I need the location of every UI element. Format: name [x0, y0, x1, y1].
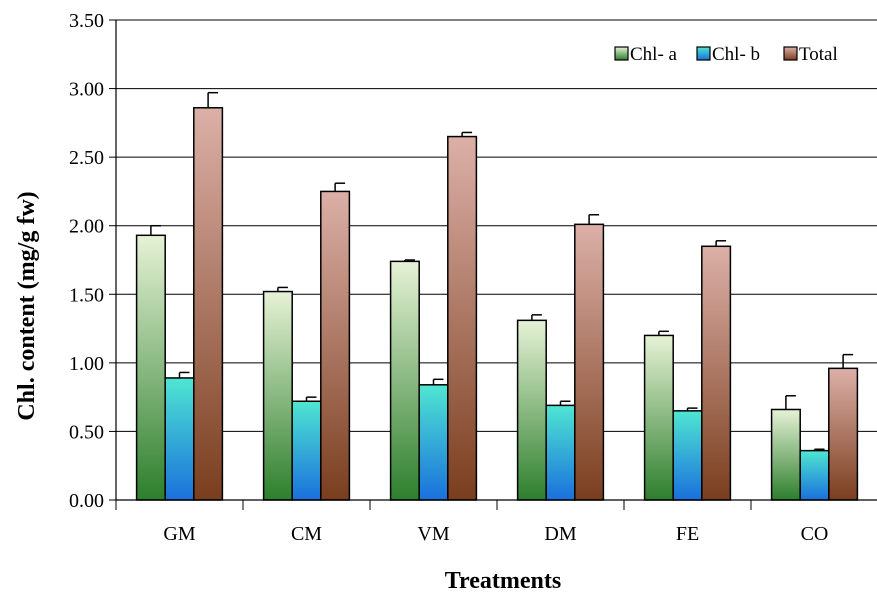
legend-swatch: [696, 46, 711, 61]
bar: [291, 400, 322, 501]
y-tick-label: 0.00: [69, 490, 104, 512]
legend-label: Chl- b: [712, 44, 760, 65]
bar: [193, 107, 224, 501]
bar: [320, 190, 351, 501]
tick-labels: 0.00 0.50 1.00 1.50 2.00 2.50 3.00 3.50 GM CM VM DM…: [69, 10, 829, 545]
y-axis-label: Chl. content (mg/g fw): [14, 191, 40, 420]
x-axis-label: Treatments: [445, 568, 561, 594]
y-tick-label: 3.50: [69, 10, 104, 32]
bar: [516, 319, 547, 501]
x-tick-label: GM: [163, 523, 195, 545]
x-tick-label: FE: [676, 523, 699, 545]
bar: [389, 260, 420, 501]
bar: [701, 245, 732, 501]
x-tick-label: CM: [291, 523, 322, 545]
y-tick-label: 0.50: [69, 421, 104, 443]
y-tick-label: 2.50: [69, 147, 104, 169]
y-tick-label: 3.00: [69, 79, 104, 101]
legend-swatch: [614, 46, 629, 61]
x-tick-label: DM: [544, 523, 576, 545]
bar: [164, 377, 195, 501]
bar: [828, 367, 859, 501]
gridlines: [109, 19, 877, 501]
bar: [672, 410, 703, 501]
bar: [799, 449, 830, 501]
bar: [574, 223, 605, 501]
legend-swatch: [783, 46, 798, 61]
legend: Chl- a Chl- b Total: [614, 44, 838, 65]
bar: [545, 404, 576, 501]
bar: [262, 290, 293, 501]
bar: [418, 384, 449, 501]
legend-label: Chl- a: [630, 44, 678, 65]
x-tick-label: CO: [801, 523, 829, 545]
bar: [447, 135, 478, 501]
bar: [770, 408, 801, 501]
y-tick-label: 2.00: [69, 216, 104, 238]
bar: [135, 234, 166, 501]
axes: [115, 20, 877, 510]
x-tick-label: VM: [417, 523, 449, 545]
bars: [135, 91, 859, 501]
legend-label: Total: [799, 44, 838, 65]
y-tick-label: 1.50: [69, 284, 104, 306]
y-tick-label: 1.00: [69, 353, 104, 375]
bar: [643, 334, 674, 501]
